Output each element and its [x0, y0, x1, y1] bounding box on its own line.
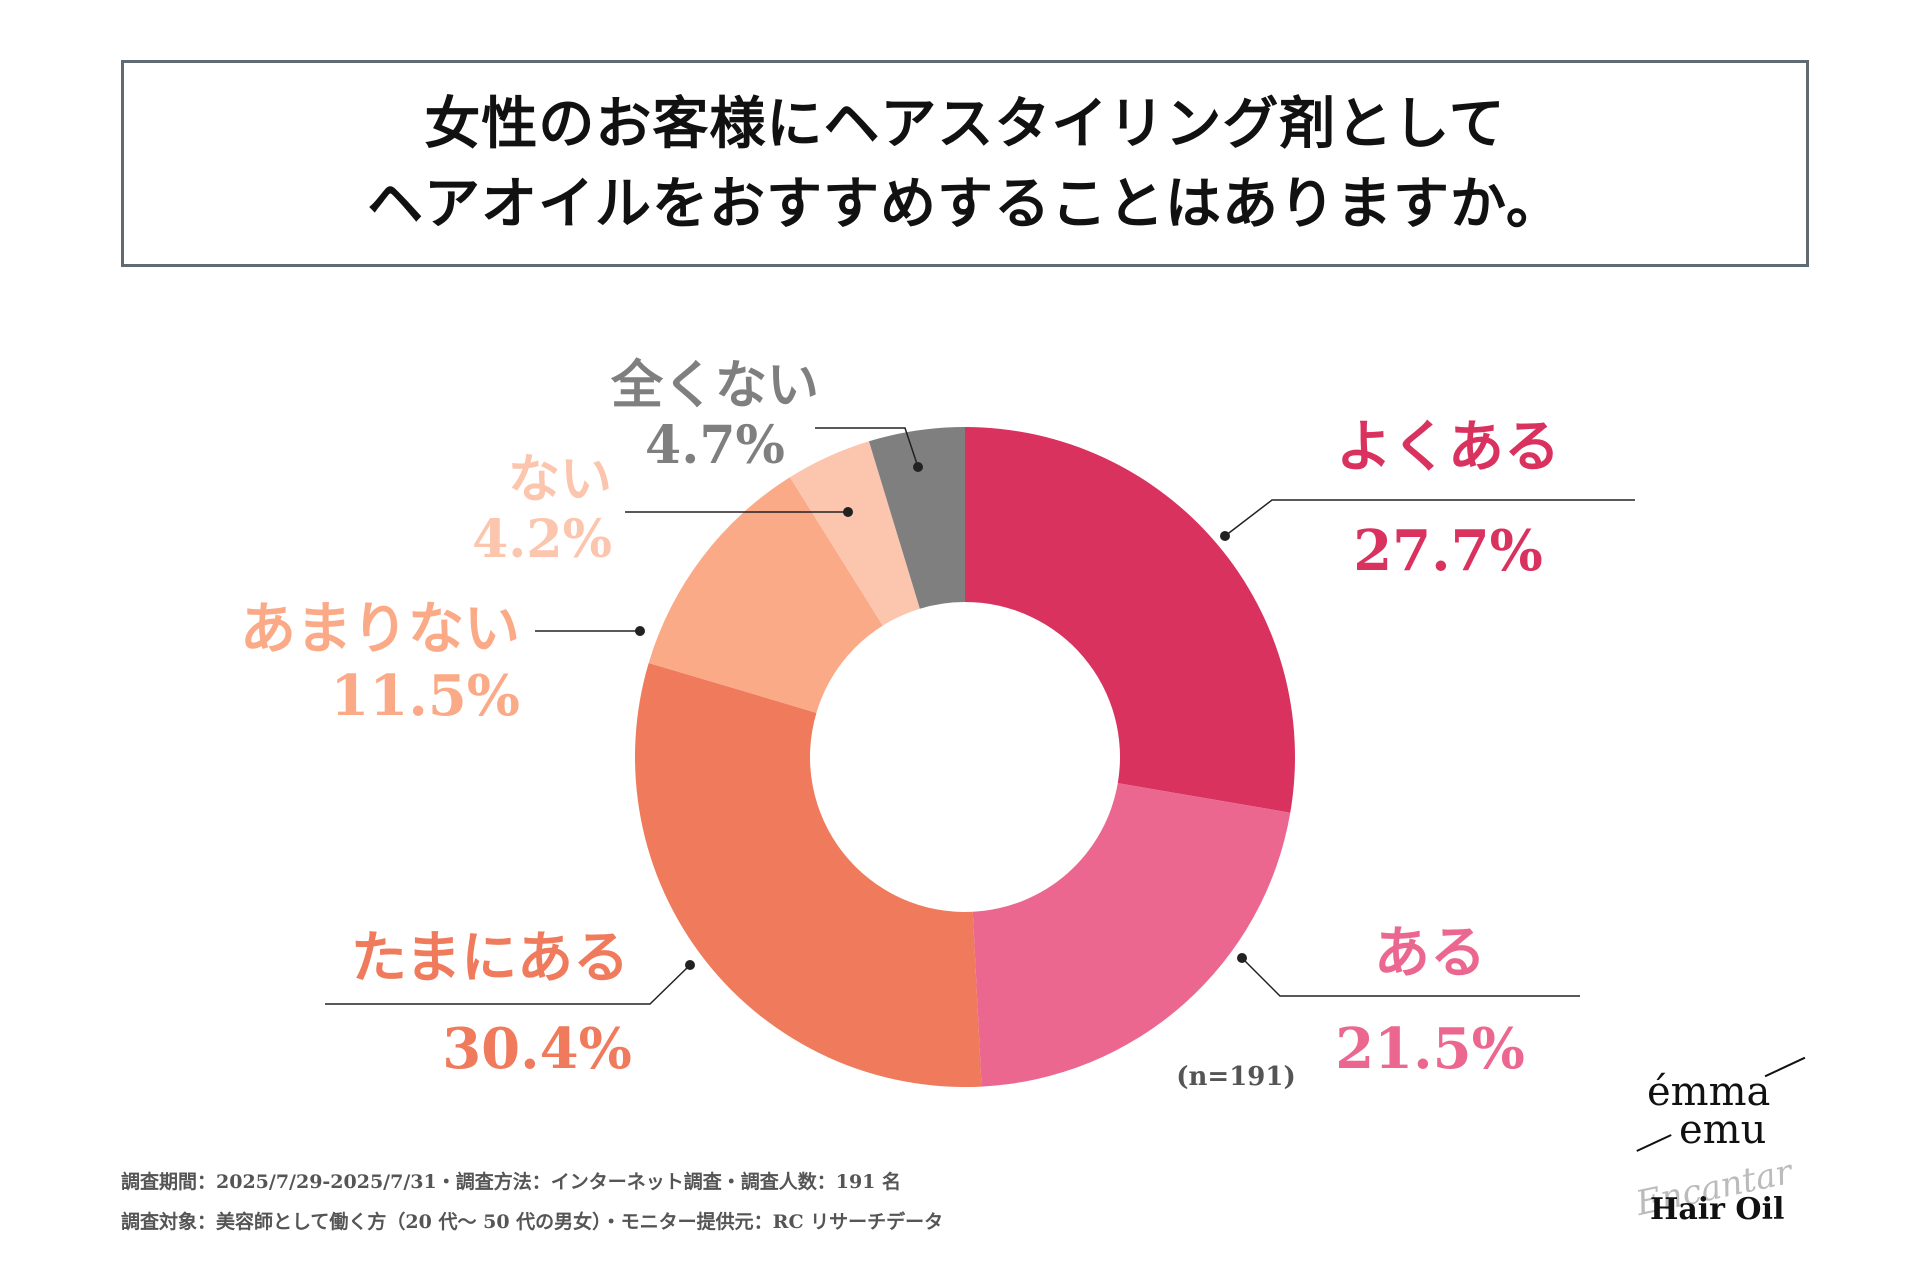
leader-line-mattakunai [815, 427, 919, 468]
leader-line-aru [1241, 957, 1580, 997]
value-nai: 4.2% [472, 509, 612, 570]
label-amarinai: あまりない [240, 596, 520, 662]
label-mattakunai: 全くない [610, 355, 819, 416]
logo-product: Hair Oil [1650, 1192, 1785, 1227]
sample-size-note: (n=191) [1176, 1062, 1296, 1092]
logo-slash-top [1764, 1056, 1806, 1078]
logo-brand-line1: émma [1647, 1069, 1771, 1115]
value-mattakunai: 4.7% [645, 415, 785, 476]
logo-slash-bottom [1636, 1134, 1672, 1152]
slice-tamaniaru [635, 662, 982, 1088]
title-box: 女性のお客様にヘアスタイリング剤として ヘアオイルをおすすめすることはありますか… [121, 60, 1809, 267]
leader-dot-nai [843, 507, 853, 517]
title-line-1: 女性のお客様にヘアスタイリング剤として [424, 90, 1506, 157]
value-aru: 21.5% [1335, 1016, 1525, 1082]
leader-dot-amarinai [635, 626, 645, 636]
leader-line-tamaniaru [325, 964, 691, 1005]
slice-aru [972, 783, 1291, 1087]
leader-line-yokuaru [1224, 499, 1635, 537]
footnote-line-2: 調査対象：美容師として働く方（20 代〜 50 代の男女）・モニター提供元：RC… [121, 1211, 944, 1233]
title-line-2: ヘアオイルをおすすめすることはありますか。 [367, 170, 1563, 237]
logo-brand-line2: emu [1679, 1107, 1767, 1153]
label-nai: ない [508, 449, 612, 510]
slice-yokuaru [965, 427, 1296, 813]
slice-nai [789, 441, 920, 626]
leader-dot-yokuaru [1220, 531, 1230, 541]
value-amarinai: 11.5% [330, 663, 520, 729]
value-yokuaru: 27.7% [1353, 518, 1543, 584]
leader-dot-tamaniaru [685, 960, 695, 970]
brand-logo: émma emu Encantar Hair Oil [1615, 1050, 1815, 1240]
footnote-line-1: 調査期間：2025/7/29-2025/7/31・調査方法：インターネット調査・… [121, 1171, 902, 1193]
leader-dot-mattakunai [913, 462, 923, 472]
slice-amarinai [648, 477, 883, 713]
leader-dot-aru [1237, 953, 1247, 963]
label-yokuaru: よくある [1336, 414, 1560, 480]
value-tamaniaru: 30.4% [442, 1016, 632, 1082]
label-tamaniaru: たまにある [351, 925, 629, 991]
label-aru: ある [1374, 920, 1486, 986]
survey-footnote: 調査期間：2025/7/29-2025/7/31・調査方法：インターネット調査・… [121, 1162, 943, 1242]
slice-mattakunai [868, 427, 965, 609]
